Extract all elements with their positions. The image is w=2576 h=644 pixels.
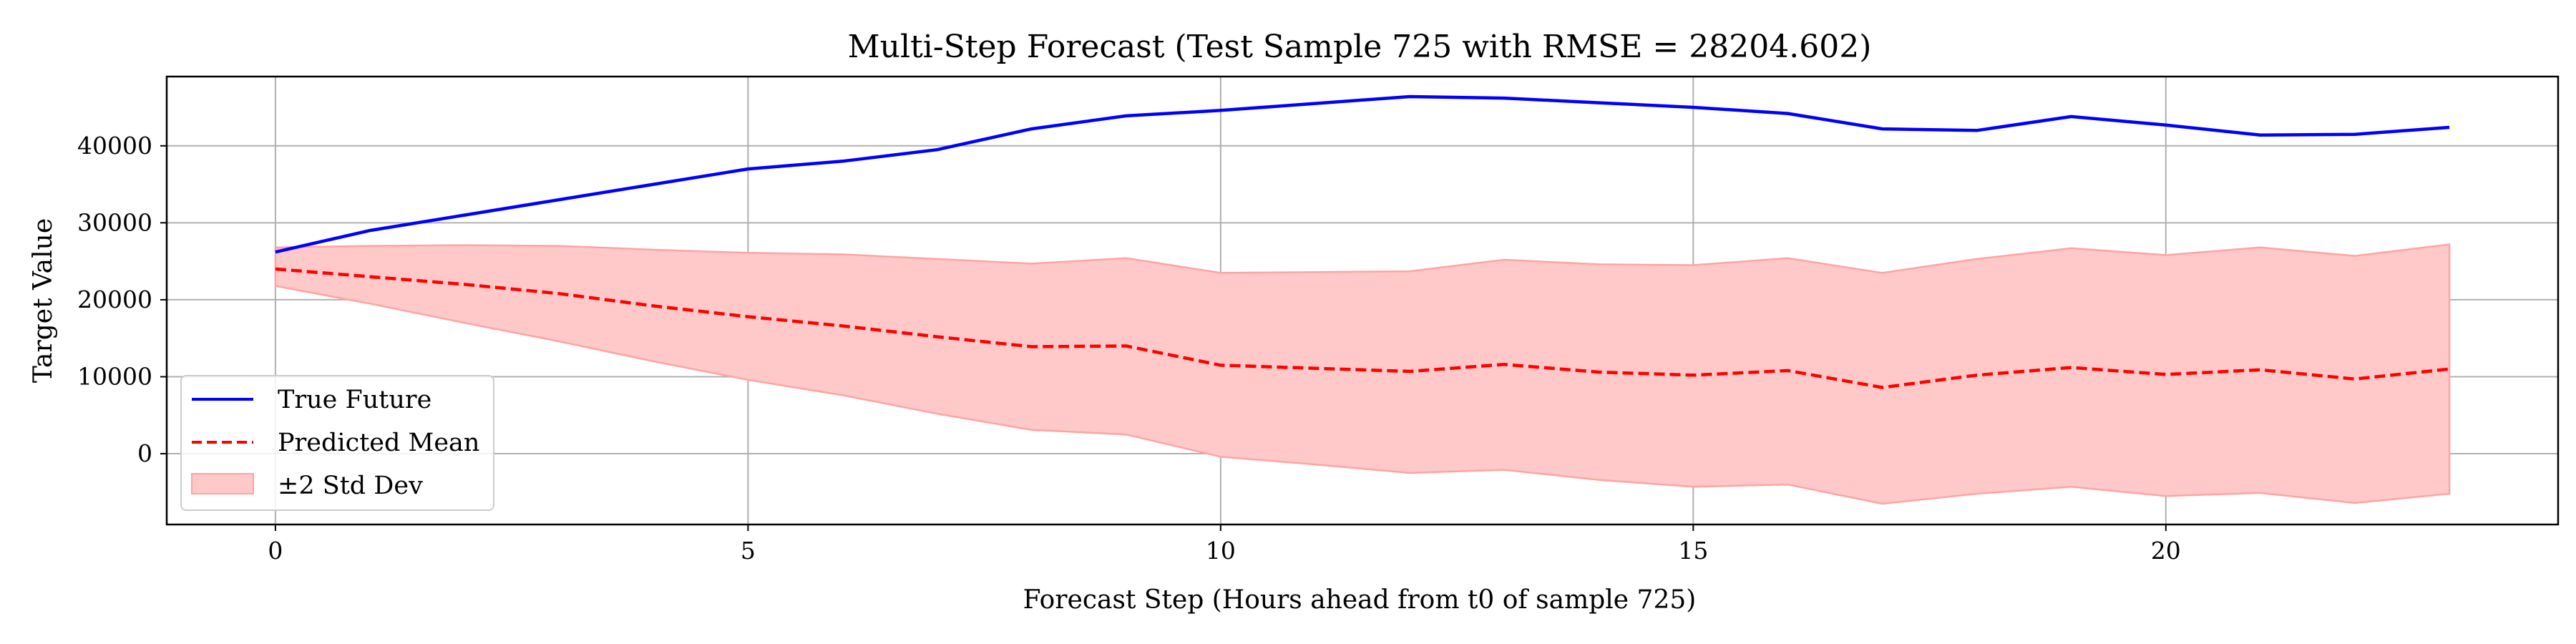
series-lines-layer — [275, 94, 2450, 389]
legend: True Future Predicted Mean ±2 Std Dev — [180, 375, 494, 511]
x-tick-label: 5 — [741, 537, 756, 565]
std-dev-band-layer — [274, 243, 2451, 505]
legend-std-dev-label: ±2 Std Dev — [278, 472, 423, 500]
y-tick-label: 20000 — [77, 286, 152, 313]
true-future-line — [275, 94, 2450, 254]
x-tick-label: 0 — [268, 537, 283, 565]
legend-predicted-mean-label: Predicted Mean — [278, 429, 479, 457]
x-tick-label: 20 — [2151, 537, 2181, 565]
y-tick-label: 0 — [137, 439, 152, 467]
plot-frame — [165, 75, 2560, 526]
y-axis-label: Target Value — [29, 218, 58, 383]
legend-box — [180, 375, 494, 511]
std-dev-band — [274, 243, 2451, 505]
x-tick-label: 10 — [1206, 537, 1236, 565]
y-tick-label: 40000 — [77, 132, 152, 160]
y-axis-ticks: 0 10000 20000 30000 40000 — [77, 132, 167, 467]
x-tick-label: 15 — [1678, 537, 1708, 565]
y-tick-label: 10000 — [77, 362, 152, 390]
predicted-mean-line — [275, 267, 2450, 389]
legend-std-dev-swatch — [191, 473, 254, 494]
y-tick-label: 30000 — [77, 208, 152, 236]
legend-true-future-label: True Future — [278, 386, 431, 414]
chart-title: Multi-Step Forecast (Test Sample 725 wit… — [848, 29, 1872, 65]
x-axis-ticks: 0 5 10 15 20 — [268, 525, 2181, 565]
x-axis-label: Forecast Step (Hours ahead from t0 of sa… — [1023, 585, 1697, 615]
